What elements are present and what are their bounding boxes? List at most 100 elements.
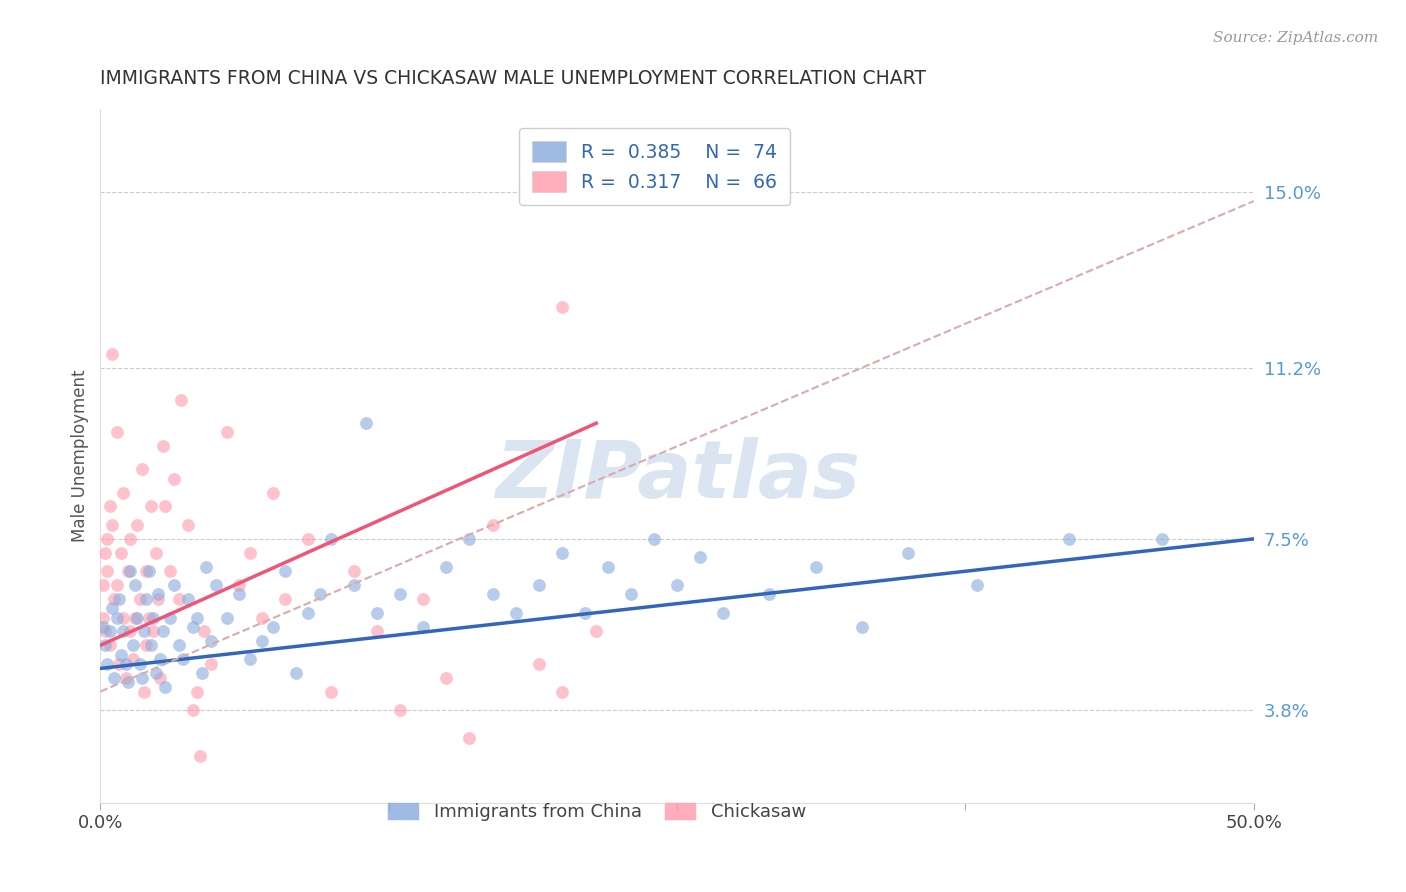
Text: ZIPatlas: ZIPatlas	[495, 437, 859, 516]
Point	[851, 620, 873, 634]
Point	[128, 592, 150, 607]
Point	[186, 610, 208, 624]
Point	[131, 671, 153, 685]
Point	[643, 532, 665, 546]
Point	[527, 578, 550, 592]
Point	[108, 592, 131, 607]
Point	[966, 578, 988, 592]
Point	[121, 638, 143, 652]
Point	[96, 532, 118, 546]
Point	[274, 592, 297, 607]
Point	[177, 518, 200, 533]
Point	[188, 749, 211, 764]
Point	[239, 546, 262, 560]
Point	[105, 578, 128, 592]
Point	[101, 601, 124, 615]
Point	[135, 564, 157, 578]
Point	[434, 559, 457, 574]
Point	[110, 648, 132, 662]
Point	[94, 546, 117, 560]
Point	[177, 592, 200, 607]
Point	[689, 550, 711, 565]
Point	[127, 518, 149, 533]
Point	[319, 532, 342, 546]
Point	[308, 587, 330, 601]
Point	[186, 684, 208, 698]
Point	[262, 620, 284, 634]
Point	[297, 606, 319, 620]
Point	[112, 610, 135, 624]
Point	[117, 675, 139, 690]
Y-axis label: Male Unemployment: Male Unemployment	[72, 369, 89, 541]
Point	[262, 485, 284, 500]
Point	[108, 657, 131, 671]
Point	[128, 657, 150, 671]
Point	[620, 587, 643, 601]
Point	[124, 578, 146, 592]
Point	[596, 559, 619, 574]
Point	[412, 592, 434, 607]
Point	[110, 546, 132, 560]
Point	[94, 624, 117, 639]
Point	[343, 564, 366, 578]
Point	[103, 671, 125, 685]
Point	[105, 610, 128, 624]
Point	[228, 578, 250, 592]
Point	[121, 652, 143, 666]
Point	[204, 578, 226, 592]
Point	[103, 592, 125, 607]
Point	[149, 652, 172, 666]
Point	[217, 425, 239, 440]
Point	[114, 657, 136, 671]
Point	[138, 564, 160, 578]
Point	[98, 638, 121, 652]
Point	[131, 462, 153, 476]
Point	[120, 564, 142, 578]
Point	[159, 610, 181, 624]
Point	[159, 564, 181, 578]
Point	[153, 500, 176, 514]
Point	[1150, 532, 1173, 546]
Point	[135, 638, 157, 652]
Point	[91, 578, 114, 592]
Point	[666, 578, 689, 592]
Point	[585, 624, 607, 639]
Point	[711, 606, 734, 620]
Point	[98, 500, 121, 514]
Point	[170, 392, 193, 407]
Point	[101, 347, 124, 361]
Point	[163, 472, 186, 486]
Text: Source: ZipAtlas.com: Source: ZipAtlas.com	[1212, 31, 1378, 45]
Point	[145, 546, 167, 560]
Point	[250, 610, 273, 624]
Point	[527, 657, 550, 671]
Point	[124, 610, 146, 624]
Point	[167, 638, 190, 652]
Point	[366, 606, 388, 620]
Point	[152, 439, 174, 453]
Point	[366, 624, 388, 639]
Point	[149, 671, 172, 685]
Point	[551, 546, 574, 560]
Point	[114, 671, 136, 685]
Point	[145, 666, 167, 681]
Point	[412, 620, 434, 634]
Point	[152, 624, 174, 639]
Point	[142, 610, 165, 624]
Point	[139, 638, 162, 652]
Point	[250, 633, 273, 648]
Point	[135, 592, 157, 607]
Point	[105, 425, 128, 440]
Point	[389, 703, 412, 717]
Point	[139, 500, 162, 514]
Point	[96, 564, 118, 578]
Point	[897, 546, 920, 560]
Point	[228, 587, 250, 601]
Point	[193, 624, 215, 639]
Point	[458, 731, 481, 745]
Point	[167, 592, 190, 607]
Point	[274, 564, 297, 578]
Point	[551, 684, 574, 698]
Point	[117, 564, 139, 578]
Point	[434, 671, 457, 685]
